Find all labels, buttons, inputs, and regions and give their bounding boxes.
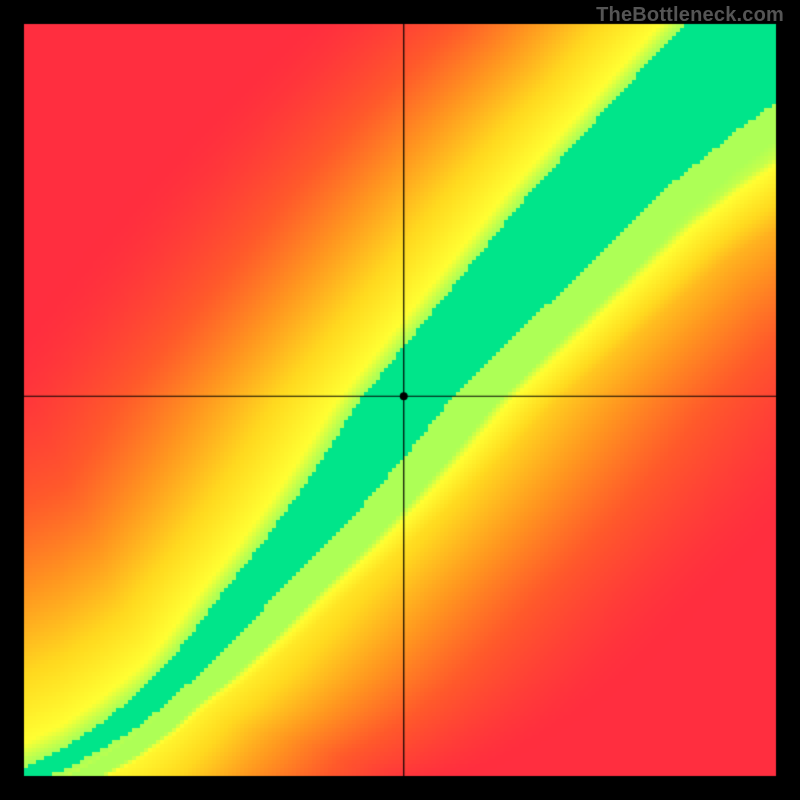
watermark-label: TheBottleneck.com bbox=[596, 4, 784, 27]
bottleneck-heatmap bbox=[0, 0, 800, 800]
chart-container: TheBottleneck.com bbox=[0, 0, 800, 800]
